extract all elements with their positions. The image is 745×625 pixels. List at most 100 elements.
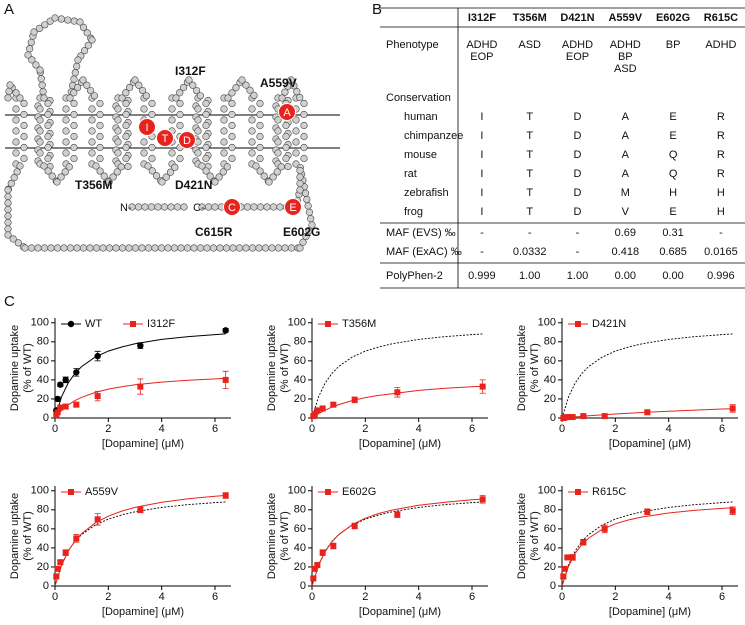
residue-bead bbox=[4, 199, 12, 207]
legend-label: I312F bbox=[147, 318, 175, 330]
data-point bbox=[394, 389, 401, 396]
residue-bead bbox=[260, 172, 268, 180]
residue-bead bbox=[4, 205, 12, 214]
residue-bead bbox=[12, 116, 20, 124]
residue-bead bbox=[242, 244, 250, 252]
mutation-site bbox=[284, 198, 302, 216]
data-point bbox=[351, 396, 358, 403]
residue-bead bbox=[238, 76, 246, 84]
y-axis-label: (% of WT) bbox=[22, 343, 34, 393]
data-point bbox=[311, 565, 318, 572]
cell: A bbox=[622, 111, 630, 123]
residue-bead bbox=[83, 29, 91, 37]
residue-bead bbox=[302, 232, 310, 241]
residue-bead bbox=[282, 143, 290, 152]
residue-bead bbox=[173, 203, 182, 211]
residue-bead bbox=[100, 172, 108, 180]
y-axis-label: Dopamine uptake bbox=[9, 493, 21, 579]
cell: Q bbox=[669, 149, 678, 161]
cell: A bbox=[622, 149, 630, 161]
mutation-site bbox=[278, 103, 296, 121]
x-tick-label: 0 bbox=[559, 591, 565, 603]
residue-bead bbox=[14, 239, 22, 247]
y-tick-label: 40 bbox=[37, 542, 49, 554]
residue-bead bbox=[177, 244, 185, 252]
residue-bead bbox=[62, 127, 70, 135]
residue-bead bbox=[20, 121, 28, 130]
residue-bead bbox=[215, 173, 223, 181]
mutation-label: E602G bbox=[283, 225, 320, 239]
residue-bead bbox=[44, 132, 52, 141]
cell: - bbox=[480, 227, 484, 239]
residue-bead bbox=[274, 244, 283, 252]
data-point bbox=[311, 411, 318, 418]
data-point bbox=[644, 508, 651, 515]
residue-bead bbox=[198, 162, 206, 170]
x-tick-label: 6 bbox=[469, 423, 475, 435]
residue-bead bbox=[278, 94, 286, 102]
x-tick-label: 6 bbox=[719, 591, 725, 603]
cell: T bbox=[526, 187, 533, 199]
residue-bead bbox=[248, 149, 256, 157]
residue-bead bbox=[300, 132, 308, 141]
x-tick-label: 0 bbox=[309, 423, 315, 435]
table: I312F T356M D421N A559V E602G R615C Phenotype A… bbox=[380, 7, 745, 289]
residue-bead bbox=[140, 138, 148, 146]
residue-bead bbox=[122, 99, 130, 108]
residue-bead bbox=[256, 143, 264, 152]
cell: 0.00 bbox=[615, 270, 636, 282]
cell: I bbox=[480, 168, 483, 180]
mutation-label: A559V bbox=[260, 76, 297, 90]
data-point bbox=[94, 516, 101, 523]
y-axis-label: (% of WT) bbox=[279, 511, 291, 561]
residue-bead bbox=[44, 154, 52, 163]
residue-bead bbox=[274, 149, 282, 157]
x-tick-label: 0 bbox=[52, 423, 58, 435]
residue-bead bbox=[140, 105, 148, 113]
x-axis-label: [Dopamine] (μM) bbox=[102, 606, 184, 618]
residue-bead bbox=[122, 89, 130, 97]
residue-bead bbox=[232, 84, 240, 92]
residue-bead bbox=[12, 127, 20, 135]
residue-bead bbox=[37, 75, 45, 83]
x-tick-label: 4 bbox=[416, 423, 422, 435]
residue-bead bbox=[248, 244, 257, 252]
residue-bead bbox=[228, 89, 236, 97]
y-tick-label: 20 bbox=[37, 561, 49, 573]
c-terminus: C- bbox=[193, 202, 205, 214]
residue-bead bbox=[296, 179, 304, 188]
column-header: R615C bbox=[704, 12, 738, 24]
column-header: A559V bbox=[608, 12, 642, 24]
data-point bbox=[314, 562, 321, 569]
residue-bead bbox=[113, 168, 121, 176]
residue-bead bbox=[204, 203, 213, 211]
residue-bead bbox=[36, 66, 44, 74]
residue-bead bbox=[141, 203, 149, 211]
residue-bead bbox=[168, 149, 176, 157]
residue-bead bbox=[176, 154, 184, 163]
legend-label: T356M bbox=[342, 318, 376, 330]
residue-bead bbox=[209, 244, 218, 252]
residue-bead bbox=[222, 244, 231, 252]
residue-bead bbox=[168, 116, 176, 124]
residue-bead bbox=[90, 92, 99, 100]
residue-bead bbox=[296, 186, 304, 194]
residue-bead bbox=[16, 94, 24, 102]
residue-bead bbox=[64, 16, 72, 24]
residue-bead bbox=[296, 166, 304, 175]
residue-bead bbox=[87, 86, 95, 95]
data-point bbox=[222, 376, 229, 383]
legend-label: D421N bbox=[592, 318, 626, 330]
cell: T bbox=[526, 149, 533, 161]
residue-bead bbox=[299, 238, 307, 246]
residue-bead bbox=[122, 110, 130, 119]
cell: E bbox=[669, 130, 676, 142]
y-tick-label: 0 bbox=[300, 580, 306, 592]
y-axis-label: (% of WT) bbox=[22, 511, 34, 561]
cell: V bbox=[622, 206, 630, 218]
data-point bbox=[330, 543, 337, 549]
residue-bead bbox=[223, 163, 231, 171]
residue-bead bbox=[88, 116, 96, 124]
residue-bead bbox=[118, 244, 127, 252]
residue-bead bbox=[211, 178, 219, 186]
